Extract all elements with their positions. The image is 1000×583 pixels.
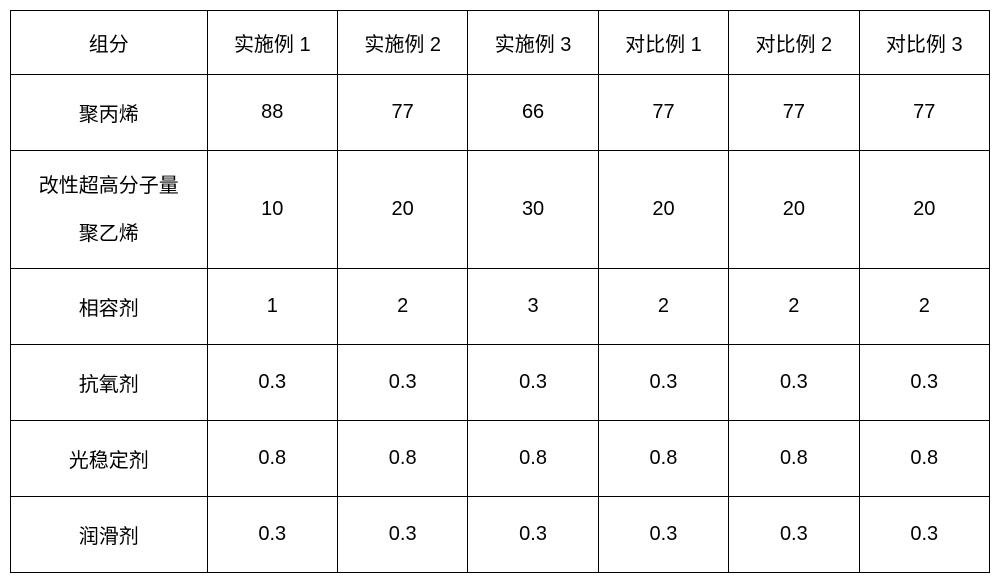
cell-value: 0.3 bbox=[337, 497, 467, 573]
cell-value: 0.3 bbox=[729, 345, 859, 421]
cell-value: 10 bbox=[207, 151, 337, 269]
header-example-1: 实施例 1 bbox=[207, 11, 337, 75]
cell-value: 0.8 bbox=[729, 421, 859, 497]
cell-value: 77 bbox=[598, 75, 728, 151]
table-row: 润滑剂 0.3 0.3 0.3 0.3 0.3 0.3 bbox=[11, 497, 990, 573]
cell-value: 0.3 bbox=[598, 497, 728, 573]
header-example-3: 实施例 3 bbox=[468, 11, 598, 75]
cell-value: 77 bbox=[859, 75, 989, 151]
cell-value: 2 bbox=[729, 269, 859, 345]
header-compare-3: 对比例 3 bbox=[859, 11, 989, 75]
cell-value: 0.8 bbox=[598, 421, 728, 497]
cell-value: 0.3 bbox=[729, 497, 859, 573]
table-body: 聚丙烯 88 77 66 77 77 77 改性超高分子量聚乙烯 10 20 3… bbox=[11, 75, 990, 573]
cell-value: 66 bbox=[468, 75, 598, 151]
cell-value: 0.3 bbox=[337, 345, 467, 421]
cell-value: 0.8 bbox=[859, 421, 989, 497]
cell-value: 0.8 bbox=[207, 421, 337, 497]
cell-value: 0.3 bbox=[468, 345, 598, 421]
header-compare-2: 对比例 2 bbox=[729, 11, 859, 75]
header-compare-1: 对比例 1 bbox=[598, 11, 728, 75]
header-example-2: 实施例 2 bbox=[337, 11, 467, 75]
row-name: 抗氧剂 bbox=[11, 345, 208, 421]
cell-value: 2 bbox=[859, 269, 989, 345]
cell-value: 1 bbox=[207, 269, 337, 345]
cell-value: 77 bbox=[337, 75, 467, 151]
cell-value: 20 bbox=[859, 151, 989, 269]
cell-value: 2 bbox=[337, 269, 467, 345]
table-header-row: 组分 实施例 1 实施例 2 实施例 3 对比例 1 对比例 2 对比例 3 bbox=[11, 11, 990, 75]
cell-value: 0.3 bbox=[859, 497, 989, 573]
cell-value: 0.8 bbox=[337, 421, 467, 497]
table-row: 相容剂 1 2 3 2 2 2 bbox=[11, 269, 990, 345]
cell-value: 0.3 bbox=[859, 345, 989, 421]
cell-value: 0.3 bbox=[207, 345, 337, 421]
cell-value: 88 bbox=[207, 75, 337, 151]
table-row: 抗氧剂 0.3 0.3 0.3 0.3 0.3 0.3 bbox=[11, 345, 990, 421]
composition-table: 组分 实施例 1 实施例 2 实施例 3 对比例 1 对比例 2 对比例 3 聚… bbox=[10, 10, 990, 573]
cell-value: 0.3 bbox=[598, 345, 728, 421]
row-name: 光稳定剂 bbox=[11, 421, 208, 497]
cell-value: 2 bbox=[598, 269, 728, 345]
cell-value: 20 bbox=[729, 151, 859, 269]
cell-value: 0.3 bbox=[207, 497, 337, 573]
row-name: 润滑剂 bbox=[11, 497, 208, 573]
row-name: 相容剂 bbox=[11, 269, 208, 345]
row-name: 聚丙烯 bbox=[11, 75, 208, 151]
cell-value: 0.3 bbox=[468, 497, 598, 573]
row-name: 改性超高分子量聚乙烯 bbox=[11, 151, 208, 269]
cell-value: 77 bbox=[729, 75, 859, 151]
header-component: 组分 bbox=[11, 11, 208, 75]
table-row: 光稳定剂 0.8 0.8 0.8 0.8 0.8 0.8 bbox=[11, 421, 990, 497]
table-row: 聚丙烯 88 77 66 77 77 77 bbox=[11, 75, 990, 151]
cell-value: 20 bbox=[337, 151, 467, 269]
cell-value: 20 bbox=[598, 151, 728, 269]
cell-value: 0.8 bbox=[468, 421, 598, 497]
table-row: 改性超高分子量聚乙烯 10 20 30 20 20 20 bbox=[11, 151, 990, 269]
cell-value: 3 bbox=[468, 269, 598, 345]
cell-value: 30 bbox=[468, 151, 598, 269]
